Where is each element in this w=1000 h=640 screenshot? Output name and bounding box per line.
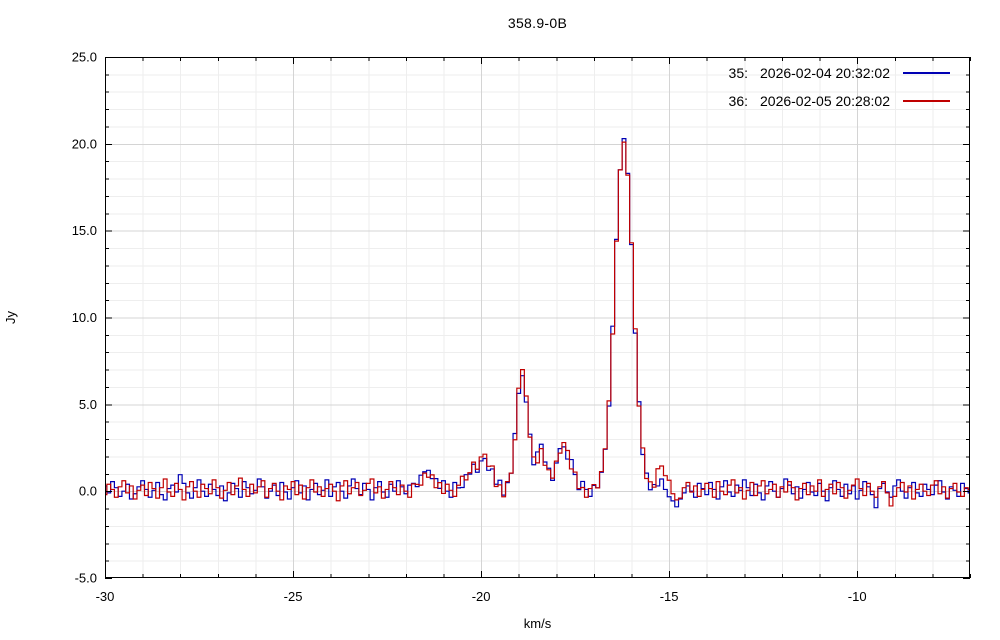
legend-entry-id: 36: (728, 93, 748, 109)
legend-entry-timestamp: 2026-02-04 20:32:02 (760, 65, 890, 81)
axes-frame (105, 57, 971, 579)
legend-line-sample (903, 72, 950, 74)
x-tick-label: -25 (284, 589, 303, 604)
series-line-35 (105, 138, 970, 509)
chart-title: 358.9-0B (507, 15, 568, 31)
legend-entry: 35: 2026-02-04 20:32:02 (729, 63, 950, 83)
series-line-36 (105, 141, 970, 507)
x-tick-label: -30 (96, 589, 115, 604)
y-tick-label: 15.0 (72, 223, 97, 238)
legend-entry-id: 35: (728, 65, 748, 81)
grid (105, 57, 970, 578)
x-tick-label: -15 (660, 589, 679, 604)
legend-entry: 36: 2026-02-05 20:28:02 (729, 91, 950, 111)
legend-entry-timestamp: 2026-02-05 20:28:02 (760, 93, 890, 109)
y-tick-label: 5.0 (79, 397, 97, 412)
legend: 35: 2026-02-04 20:32:02 36: 2026-02-05 20:2… (729, 63, 950, 111)
x-axis-label: km/s (523, 616, 552, 631)
y-tick-label: 10.0 (72, 310, 97, 325)
y-tick-label: -5.0 (75, 571, 97, 586)
x-tick-label: -20 (472, 589, 491, 604)
tick-labels: -30 -25 -20 -15 -10 25.0 20.0 15.0 10.0 5.0 0.0 -5.… (72, 50, 867, 605)
x-tick-label: -10 (848, 589, 867, 604)
legend-line-sample (903, 100, 950, 102)
series-traces (105, 138, 970, 509)
y-tick-label: 20.0 (72, 136, 97, 151)
y-tick-label: 25.0 (72, 50, 97, 65)
y-tick-label: 0.0 (79, 484, 97, 499)
y-axis-label: Jy (3, 311, 18, 324)
